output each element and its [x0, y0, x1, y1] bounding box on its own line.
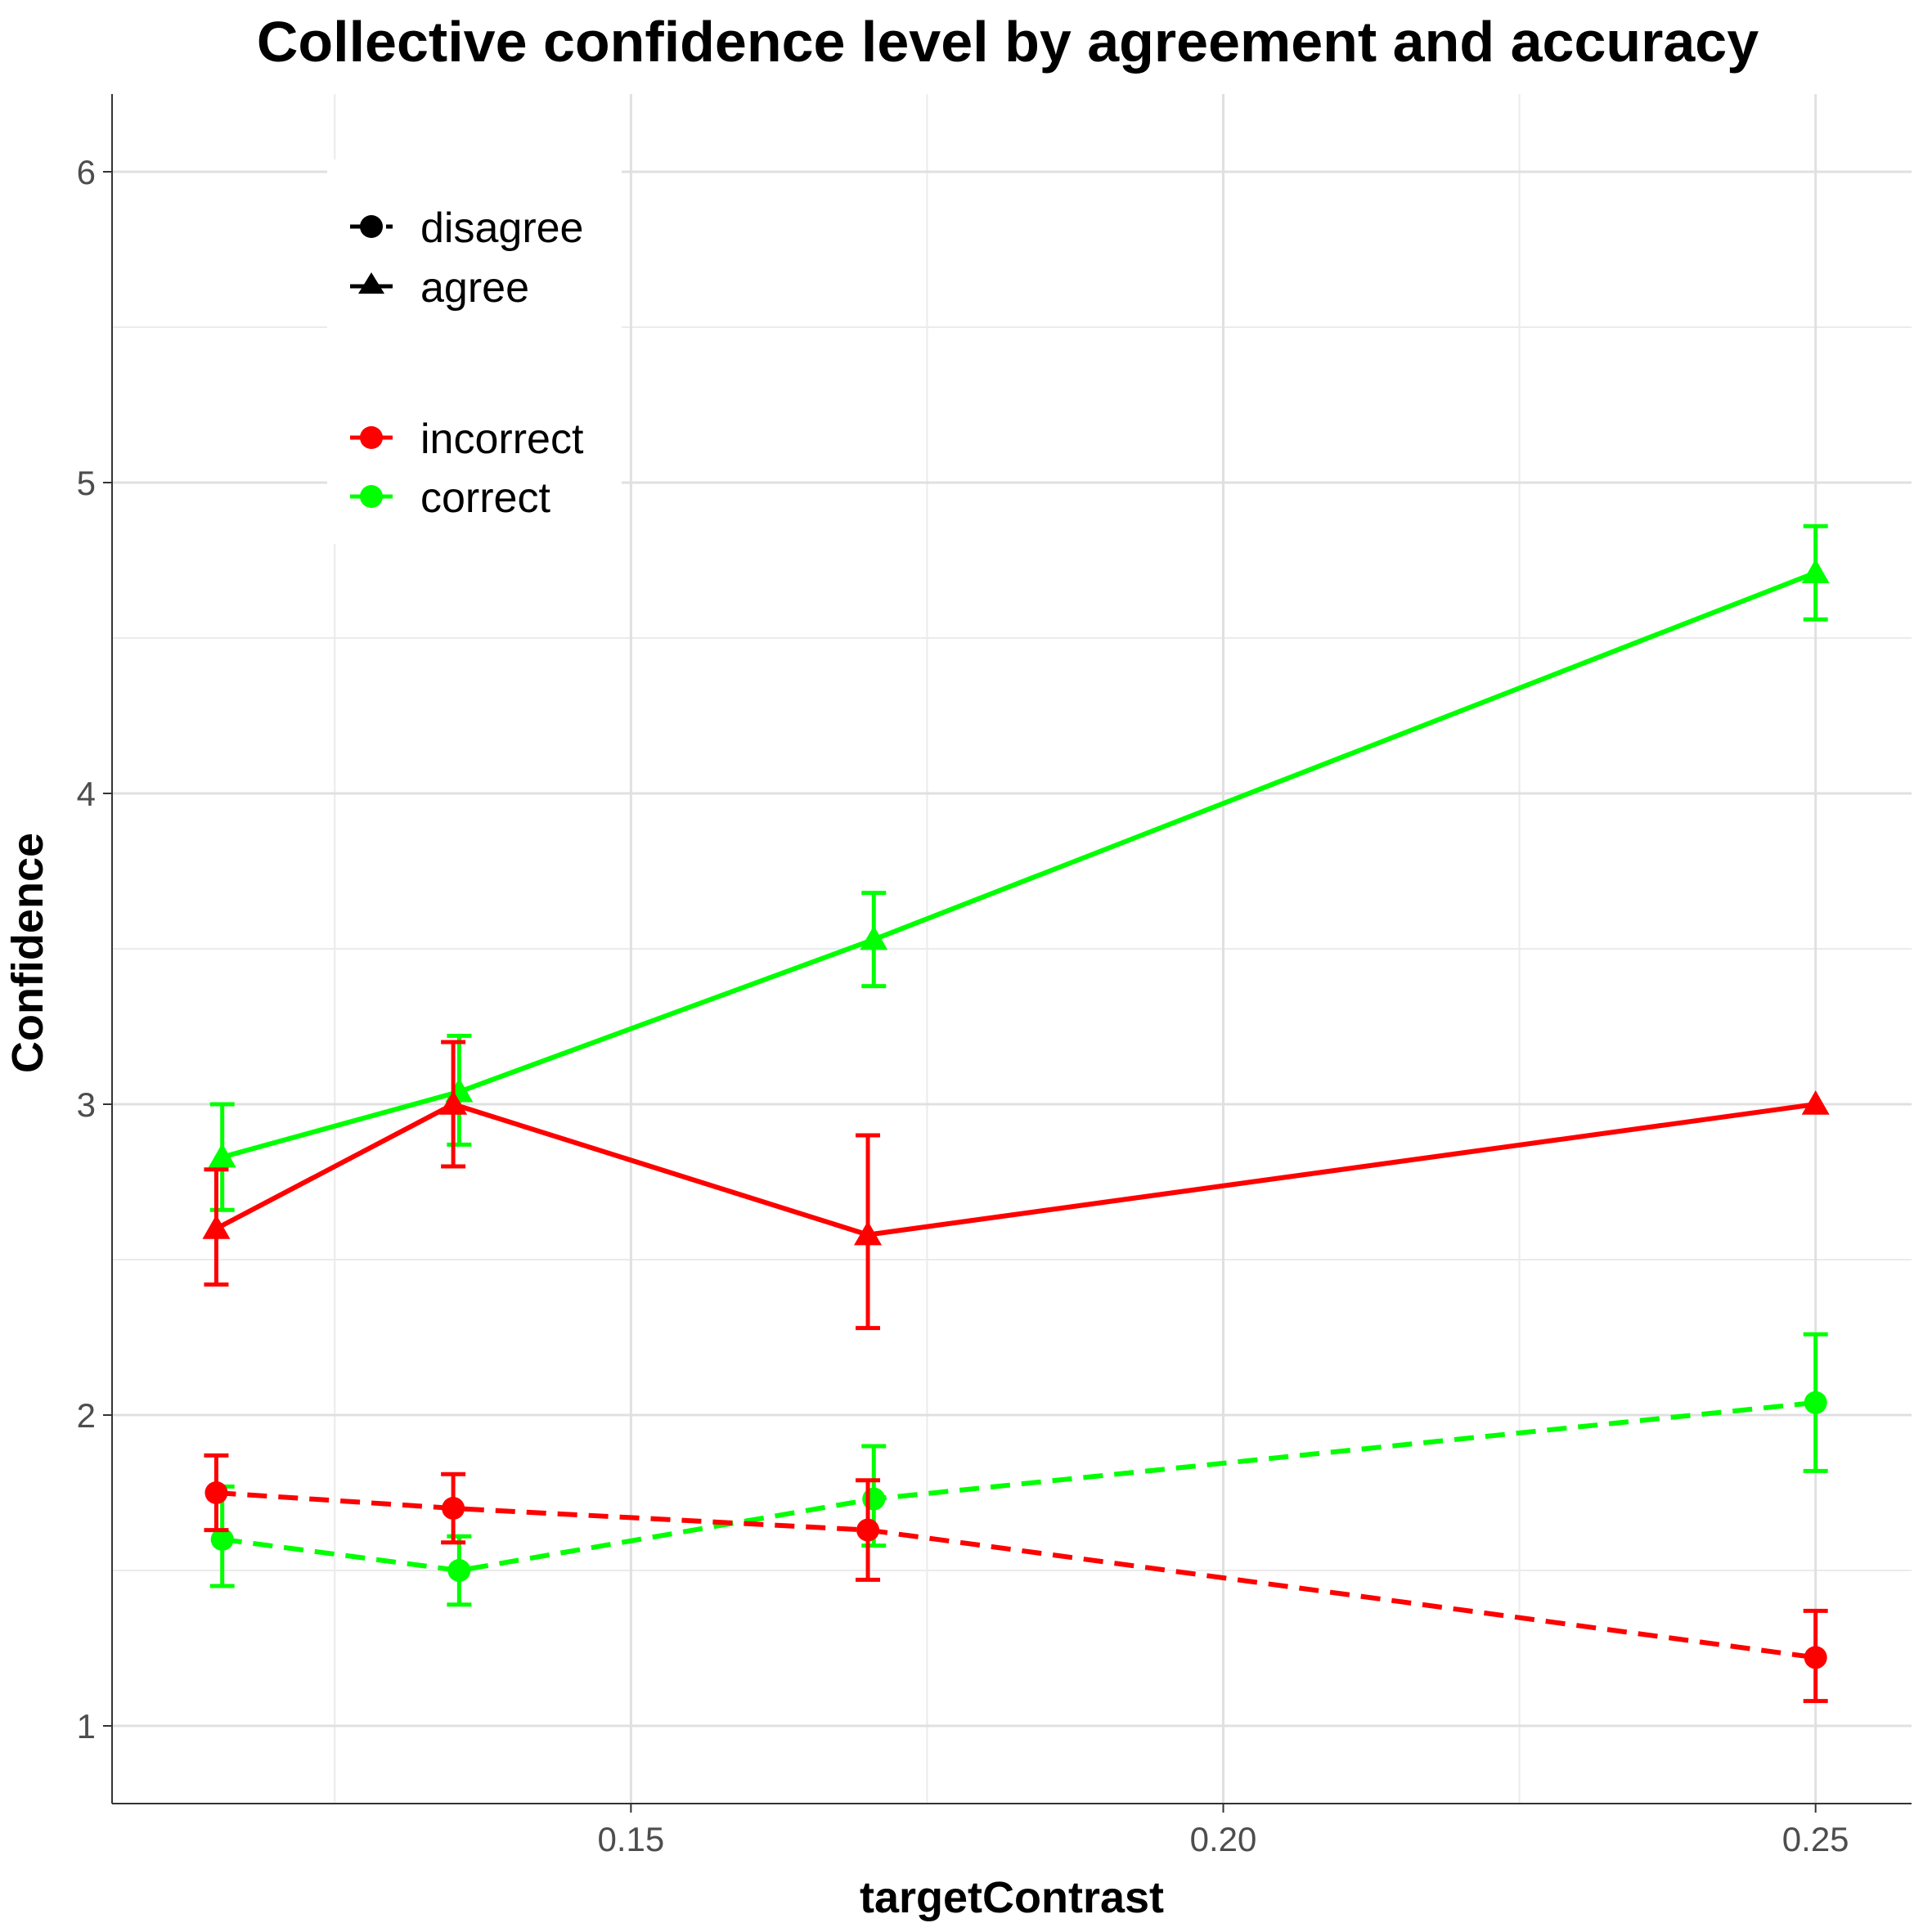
series-disagree-incorrect [204, 1453, 1828, 1704]
data-point-circle [204, 1481, 228, 1504]
legend-circle-icon [360, 215, 383, 238]
data-point-triangle [854, 1220, 883, 1246]
grid-minor [112, 94, 1912, 1804]
data-point-circle [210, 1528, 234, 1551]
data-point-circle [1804, 1391, 1827, 1414]
y-tick-label: 6 [77, 153, 96, 191]
y-tick-label: 4 [77, 775, 96, 813]
legend-label-correct: correct [420, 474, 550, 522]
legend-circle-icon [360, 426, 383, 449]
data-point-triangle [1801, 559, 1830, 583]
legend-entry-disagree: disagree [350, 204, 583, 252]
legend-entry-correct: correct [350, 474, 550, 522]
data-point-triangle [860, 925, 888, 950]
axes [111, 94, 1912, 1804]
series-agree-correct [208, 523, 1830, 1212]
series-layer [202, 523, 1830, 1704]
legend-entry-agree: agree [350, 264, 529, 312]
legend-entry-incorrect: incorrect [350, 416, 584, 463]
data-point-circle [1804, 1646, 1827, 1669]
x-axis-title: targetContrast [860, 1873, 1164, 1922]
data-point-triangle [439, 1090, 468, 1115]
y-tick-label: 3 [77, 1085, 96, 1124]
chart-title: Collective confidence level by agreement… [257, 10, 1759, 74]
data-point-triangle [202, 1215, 231, 1239]
legend-triangle-icon [358, 272, 384, 294]
series-line-disagree-incorrect [216, 1490, 1817, 1660]
legend-label-agree: agree [420, 264, 529, 312]
data-point-triangle [208, 1143, 236, 1168]
legend-label-incorrect: incorrect [420, 416, 584, 463]
data-point-triangle [1801, 1090, 1830, 1115]
series-agree-incorrect [202, 1040, 1830, 1331]
y-tick-label: 2 [77, 1396, 96, 1435]
x-tick-label: 0.20 [1190, 1820, 1257, 1858]
ticks: 0.15 0.20 0.25 1 2 3 4 5 6 [77, 153, 1849, 1858]
data-point-circle [447, 1559, 471, 1582]
legend-label-disagree: disagree [420, 204, 583, 252]
x-tick-label: 0.15 [597, 1820, 664, 1858]
legend-circle-icon [360, 485, 383, 508]
legend: disagree agree incorrect correct [327, 160, 622, 544]
x-tick-label: 0.25 [1782, 1820, 1849, 1858]
series-line-agree-correct [221, 570, 1817, 1160]
series-line-disagree-correct [222, 1400, 1816, 1573]
series-line-agree-incorrect [215, 1102, 1817, 1238]
data-point-circle [862, 1487, 886, 1511]
y-axis-title: Confidence [3, 833, 52, 1073]
data-point-circle [856, 1518, 880, 1542]
y-tick-label: 1 [77, 1707, 96, 1746]
y-tick-label: 5 [77, 464, 96, 502]
data-point-circle [442, 1497, 465, 1520]
